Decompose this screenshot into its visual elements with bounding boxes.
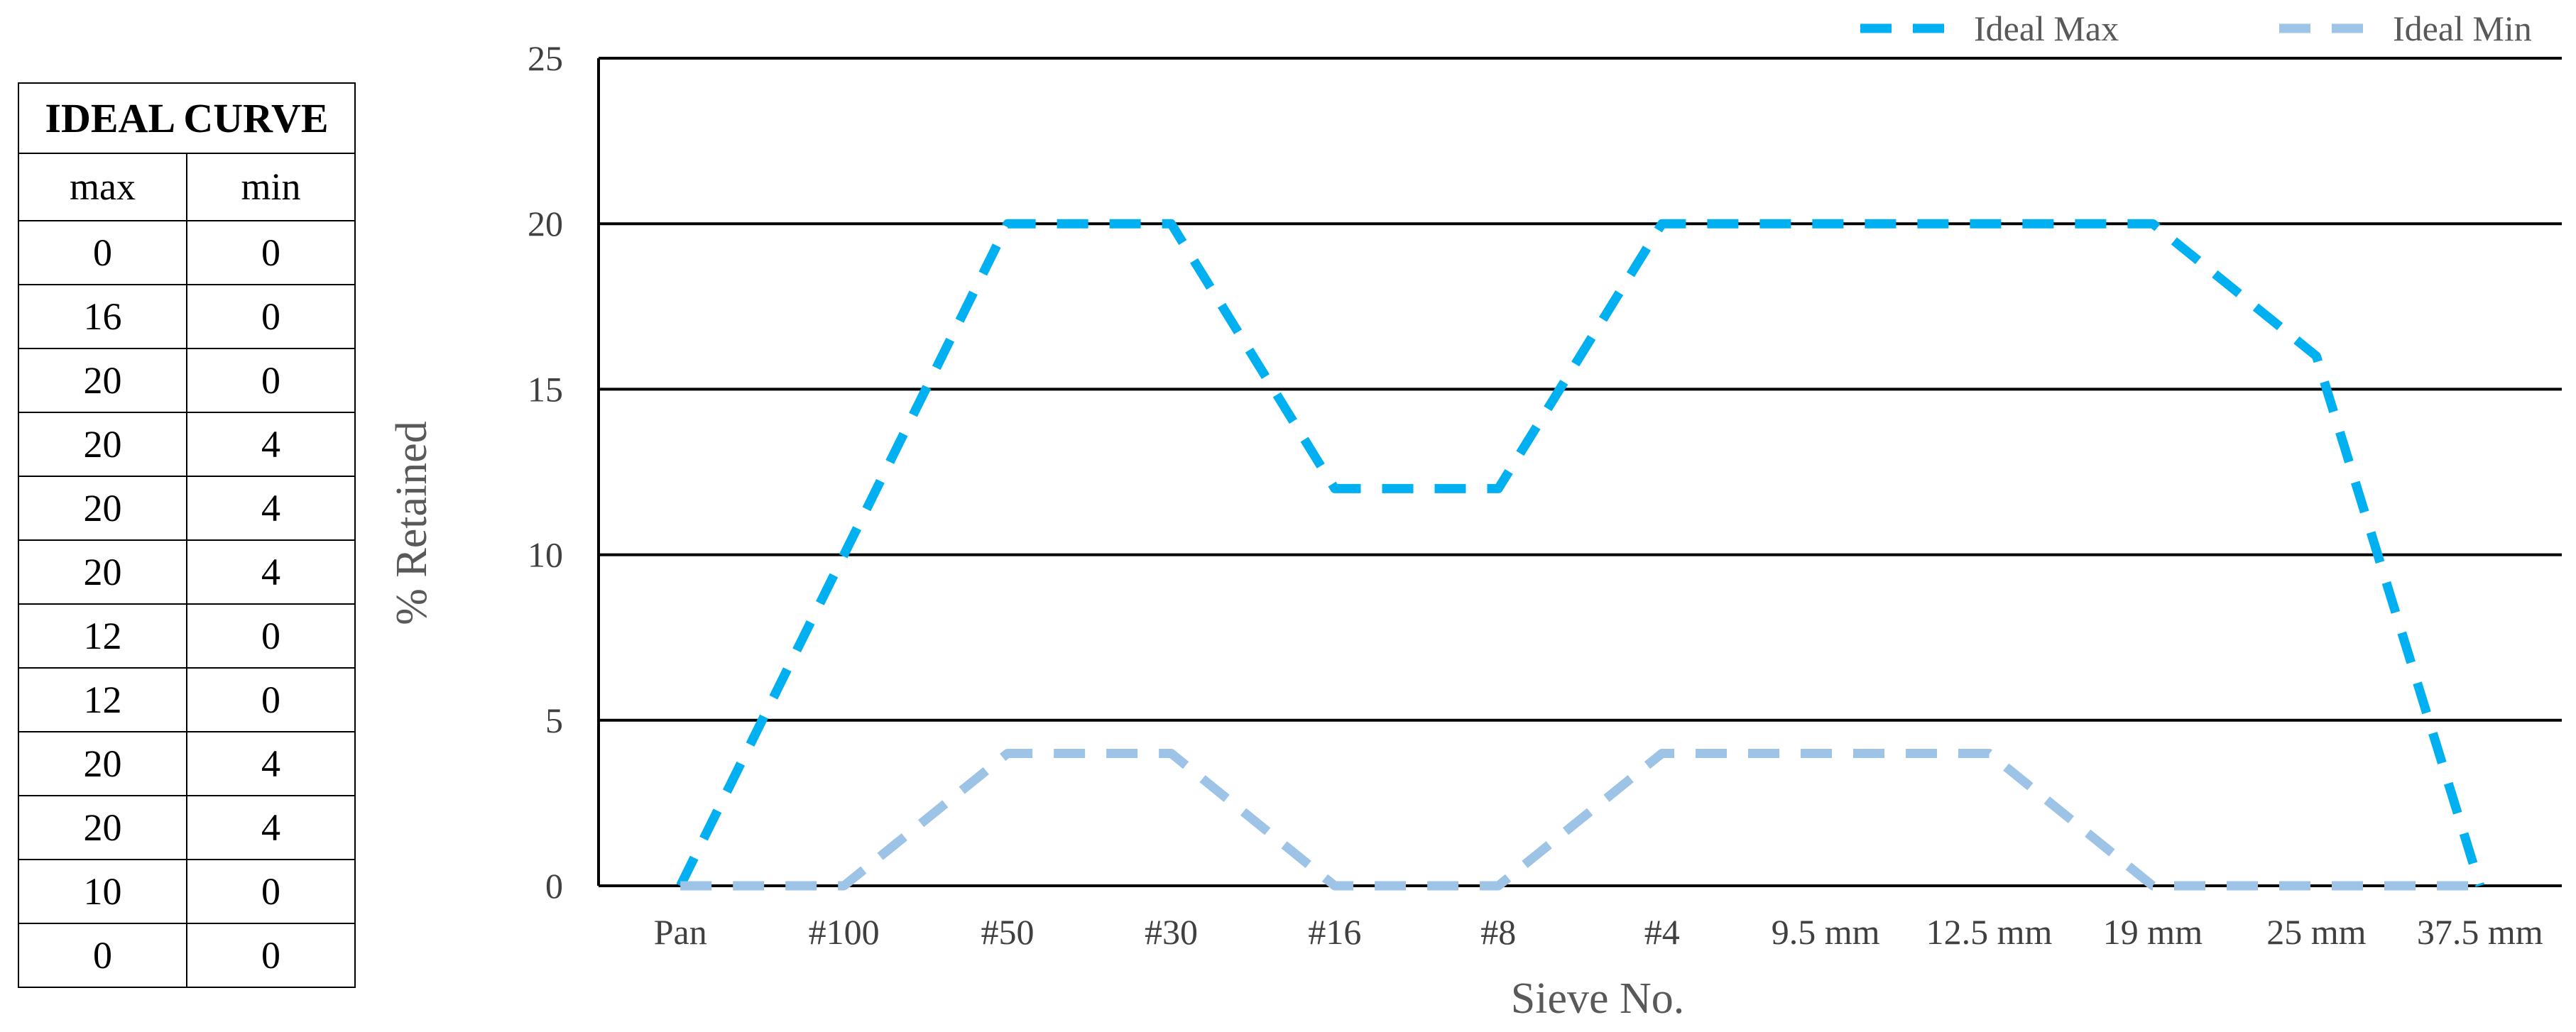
x-tick-label: 19 mm <box>2103 912 2203 952</box>
table-row: 20 4 <box>18 731 356 796</box>
column-header-max: max <box>18 153 187 221</box>
cell-min: 4 <box>186 731 356 796</box>
cell-max: 20 <box>18 412 187 477</box>
cell-max: 16 <box>18 284 187 349</box>
table-row: 20 4 <box>18 539 356 605</box>
series-line-ideal-min <box>680 748 2480 891</box>
cell-min: 0 <box>186 923 356 988</box>
x-tick-label: 37.5 mm <box>2417 912 2543 952</box>
x-tick-label: 9.5 mm <box>1772 912 1880 952</box>
x-tick-label: #16 <box>1308 912 1361 952</box>
cell-min: 4 <box>186 476 356 541</box>
legend: Ideal Max Ideal Min <box>1860 9 2532 48</box>
cell-min: 0 <box>186 284 356 349</box>
series-line-ideal-max <box>676 219 2485 888</box>
y-tick-label: 0 <box>545 866 563 906</box>
ideal-curve-table: IDEAL CURVE max min 0 0 16 0 20 0 20 4 20 4 20 4 12 0… <box>18 82 356 988</box>
x-tick-label: #4 <box>1644 912 1680 952</box>
x-axis-title: Sieve No. <box>1511 975 1685 1023</box>
table-row: 20 4 <box>18 476 356 541</box>
table-row: 20 0 <box>18 348 356 413</box>
x-tick-label: #50 <box>981 912 1035 952</box>
table-title: IDEAL CURVE <box>18 82 356 154</box>
cell-min: 4 <box>186 412 356 477</box>
cell-max: 10 <box>18 859 187 924</box>
x-tick-label: #100 <box>809 912 880 952</box>
y-tick-label: 10 <box>528 535 563 575</box>
legend-label: Ideal Min <box>2393 9 2532 48</box>
x-tick-label: #8 <box>1480 912 1516 952</box>
column-header-min: min <box>186 153 356 221</box>
y-tick-label: 5 <box>545 701 563 740</box>
table-row: 12 0 <box>18 603 356 669</box>
x-tick-labels: Pan #100 #50 #30 #16 #8 #4 9.5 mm 12.5 mm 19 mm 25… <box>654 912 2543 952</box>
table-row: 10 0 <box>18 859 356 924</box>
x-tick-label: 12.5 mm <box>1926 912 2053 952</box>
legend-label: Ideal Max <box>1974 9 2119 48</box>
cell-min: 0 <box>186 603 356 669</box>
cell-min: 0 <box>186 859 356 924</box>
x-tick-label: 25 mm <box>2266 912 2366 952</box>
cell-max: 20 <box>18 795 187 860</box>
cell-min: 0 <box>186 667 356 732</box>
cell-max: 20 <box>18 539 187 605</box>
gridlines <box>599 57 2562 722</box>
cell-max: 20 <box>18 348 187 413</box>
cell-min: 4 <box>186 795 356 860</box>
y-axis-title: % Retained <box>388 421 436 625</box>
y-tick-label: 20 <box>528 204 563 243</box>
y-tick-labels: 0 5 10 15 20 25 <box>528 38 563 906</box>
table-row: 20 4 <box>18 412 356 477</box>
cell-max: 0 <box>18 923 187 988</box>
cell-max: 12 <box>18 603 187 669</box>
axes <box>597 58 2562 887</box>
cell-min: 4 <box>186 539 356 605</box>
cell-max: 0 <box>18 220 187 285</box>
cell-min: 0 <box>186 348 356 413</box>
table-row: 12 0 <box>18 667 356 732</box>
cell-min: 0 <box>186 220 356 285</box>
table-row: 16 0 <box>18 284 356 349</box>
table-body: 0 0 16 0 20 0 20 4 20 4 20 4 12 0 12 0 20 4 20 4 10 0 0 0 <box>18 220 356 988</box>
series-lines <box>676 219 2485 891</box>
cell-max: 20 <box>18 731 187 796</box>
x-tick-label: Pan <box>654 912 707 952</box>
cell-max: 20 <box>18 476 187 541</box>
y-tick-label: 15 <box>528 369 563 409</box>
table-row: 20 4 <box>18 795 356 860</box>
y-tick-label: 25 <box>528 38 563 78</box>
x-tick-label: #30 <box>1145 912 1198 952</box>
cell-max: 12 <box>18 667 187 732</box>
